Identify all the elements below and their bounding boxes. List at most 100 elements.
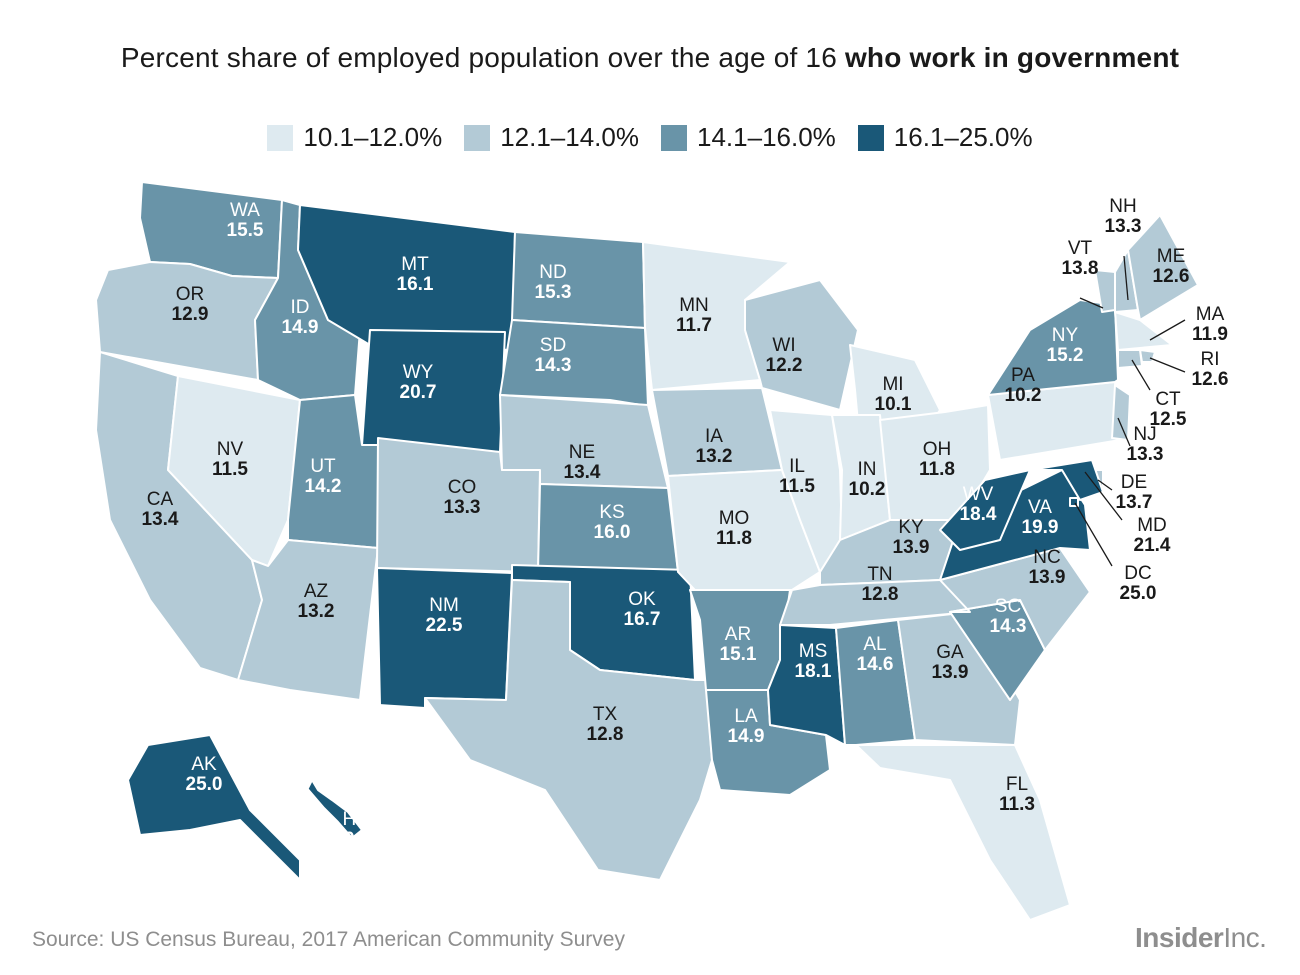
state-value-me: 12.6 [1153, 266, 1190, 287]
state-label-id: ID 14.9 [282, 297, 319, 338]
state-abbr-ny: NY [1052, 325, 1079, 346]
state-abbr-ok: OK [628, 589, 656, 610]
state-abbr-la: LA [734, 706, 758, 727]
state-value-ga: 13.9 [932, 662, 969, 683]
state-value-tx: 12.8 [587, 724, 624, 745]
state-abbr-ar: AR [725, 624, 751, 645]
legend-label-4: 16.1–25.0% [893, 122, 1033, 152]
legend-item-1: 10.1–12.0% [267, 122, 442, 153]
state-value-ms: 18.1 [795, 661, 832, 682]
leader-lines [1074, 255, 1186, 567]
state-label-oh: OH 11.8 [919, 439, 955, 480]
state-abbr-mn: MN [679, 295, 709, 316]
state-value-sc: 14.3 [990, 616, 1027, 637]
state-abbr-me: ME [1157, 246, 1186, 267]
state-label-al: AL 14.6 [857, 634, 894, 675]
state-value-wi: 12.2 [766, 355, 803, 376]
state-abbr-ca: CA [147, 489, 174, 510]
leader-ma [1149, 319, 1186, 341]
state-abbr-pa: PA [1011, 365, 1035, 386]
state-value-in: 10.2 [849, 479, 886, 500]
state-fl [855, 744, 1071, 921]
state-abbr-wa: WA [230, 200, 260, 221]
state-value-ok: 16.7 [624, 609, 661, 630]
leader-md [1084, 471, 1123, 521]
state-value-ky: 13.9 [893, 537, 930, 558]
state-value-wy: 20.7 [400, 382, 437, 403]
state-label-nh: NH 13.3 [1105, 196, 1142, 237]
state-abbr-wy: WY [403, 362, 434, 383]
state-value-co: 13.3 [444, 497, 481, 518]
state-abbr-nj: NJ [1133, 424, 1156, 445]
brand-regular: Inc. [1223, 922, 1267, 953]
state-value-ct: 12.5 [1150, 409, 1187, 430]
state-label-mo: MO 11.8 [716, 508, 752, 549]
state-abbr-ia: IA [705, 426, 723, 447]
state-abbr-dc: DC [1124, 563, 1151, 584]
state-abbr-mi: MI [882, 374, 903, 395]
state-abbr-vt: VT [1068, 238, 1093, 259]
state-value-nc: 13.9 [1029, 567, 1066, 588]
state-value-nh: 13.3 [1105, 216, 1142, 237]
state-abbr-hi: HI [343, 809, 362, 830]
state-label-ky: KY 13.9 [893, 517, 930, 558]
chart-title: Percent share of employed population ove… [0, 42, 1300, 74]
state-abbr-nv: NV [217, 439, 244, 460]
state-label-wy: WY 20.7 [400, 362, 437, 403]
brand-bold: Insider [1135, 922, 1224, 953]
state-md [1029, 459, 1104, 501]
state-labels: WA 15.5OR 12.9CA 13.4NV 11.5ID 14.9MT 16.1WY 20… [142, 196, 1229, 850]
state-value-wv: 18.4 [960, 504, 997, 525]
state-abbr-mt: MT [401, 254, 429, 275]
state-label-ar: AR 15.1 [720, 624, 757, 665]
leader-nh [1123, 255, 1129, 301]
state-al [835, 619, 916, 746]
state-abbr-ks: KS [599, 502, 624, 523]
state-abbr-wv: WV [963, 484, 994, 505]
state-abbr-in: IN [858, 459, 877, 480]
state-ct [1117, 349, 1143, 369]
state-abbr-mo: MO [719, 508, 750, 529]
leader-vt [1079, 297, 1104, 309]
state-value-mo: 11.8 [716, 528, 752, 549]
state-abbr-or: OR [176, 284, 205, 305]
state-value-ut: 14.2 [305, 476, 342, 497]
leader-ct [1131, 359, 1151, 391]
legend-swatch-4 [857, 124, 884, 151]
state-abbr-co: CO [448, 477, 477, 498]
state-value-nd: 15.3 [535, 282, 572, 303]
state-label-tn: TN 12.8 [862, 564, 899, 605]
state-ak [127, 734, 301, 881]
state-label-ga: GA 13.9 [932, 642, 969, 683]
state-label-pa: PA 10.2 [1005, 365, 1042, 406]
state-label-wa: WA 15.5 [227, 200, 264, 241]
title-bold: who work in government [844, 42, 1180, 73]
state-nc [939, 547, 1091, 651]
state-label-nv: NV 11.5 [212, 439, 248, 480]
state-abbr-wi: WI [772, 335, 795, 356]
state-abbr-sd: SD [540, 335, 566, 356]
state-abbr-ma: MA [1196, 304, 1225, 325]
state-label-co: CO 13.3 [444, 477, 481, 518]
state-value-il: 11.5 [779, 476, 815, 497]
state-abbr-id: ID [291, 297, 310, 318]
state-value-md: 21.4 [1134, 535, 1171, 556]
state-value-mn: 11.7 [676, 315, 712, 336]
legend-item-3: 14.1–16.0% [661, 122, 836, 153]
leader-de [1097, 479, 1113, 491]
legend-label-3: 14.1–16.0% [697, 122, 836, 152]
state-label-hi: HI 20.3 [334, 809, 371, 850]
state-label-de: DE 13.7 [1116, 472, 1153, 513]
legend-label-2: 12.1–14.0% [500, 122, 639, 152]
state-label-ri: RI 12.6 [1192, 349, 1229, 390]
state-abbr-ri: RI [1201, 349, 1220, 370]
leader-nj [1117, 417, 1131, 447]
state-value-sd: 14.3 [535, 355, 572, 376]
state-hi [299, 779, 363, 839]
state-value-ks: 16.0 [594, 522, 631, 543]
legend-item-4: 16.1–25.0% [857, 122, 1033, 153]
state-label-fl: FL 11.3 [999, 774, 1035, 815]
title-prefix: Percent share of employed population ove… [120, 42, 837, 73]
state-abbr-oh: OH [923, 439, 952, 460]
state-abbr-az: AZ [304, 581, 329, 602]
